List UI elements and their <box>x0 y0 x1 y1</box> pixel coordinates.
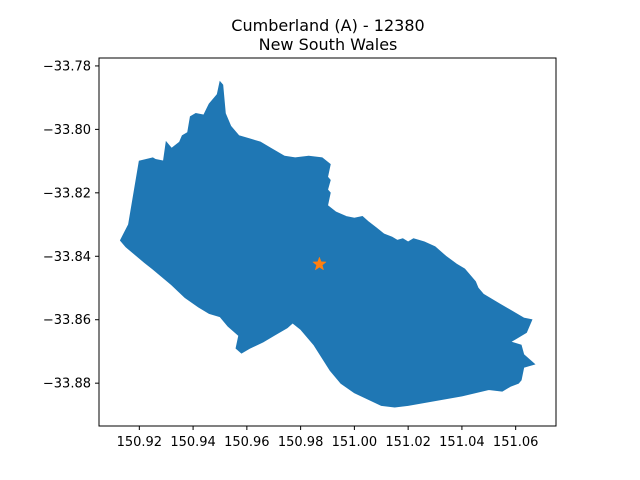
y-tick-label: −33.86 <box>43 313 91 328</box>
x-tick-label: 150.96 <box>224 435 270 450</box>
x-tick-label: 151.04 <box>439 435 485 450</box>
chart-subtitle: New South Wales <box>258 35 398 54</box>
y-axis: −33.78 −33.80 −33.82 −33.84 −33.86 −33.88 <box>43 59 99 392</box>
x-tick-label: 150.98 <box>278 435 324 450</box>
marker-layer <box>312 256 327 271</box>
y-tick-label: −33.80 <box>43 123 91 138</box>
centroid-star-marker <box>312 256 327 271</box>
chart-title: Cumberland (A) - 12380 <box>231 16 425 35</box>
y-tick-label: −33.84 <box>43 250 91 265</box>
x-tick-label: 150.94 <box>170 435 216 450</box>
y-tick-label: −33.78 <box>43 59 91 74</box>
plot-frame <box>98 57 557 427</box>
x-tick-label: 150.92 <box>117 435 163 450</box>
chart-title-block: Cumberland (A) - 12380 New South Wales <box>0 16 640 54</box>
x-axis: 150.92 150.94 150.96 150.98 151.00 151.02 151.… <box>117 426 539 450</box>
region-layer <box>119 80 536 408</box>
x-tick-label: 151.02 <box>385 435 431 450</box>
region-shape <box>119 80 536 408</box>
x-tick-label: 151.06 <box>493 435 539 450</box>
y-tick-label: −33.88 <box>43 377 91 392</box>
x-tick-label: 151.00 <box>332 435 378 450</box>
y-tick-label: −33.82 <box>43 186 91 201</box>
